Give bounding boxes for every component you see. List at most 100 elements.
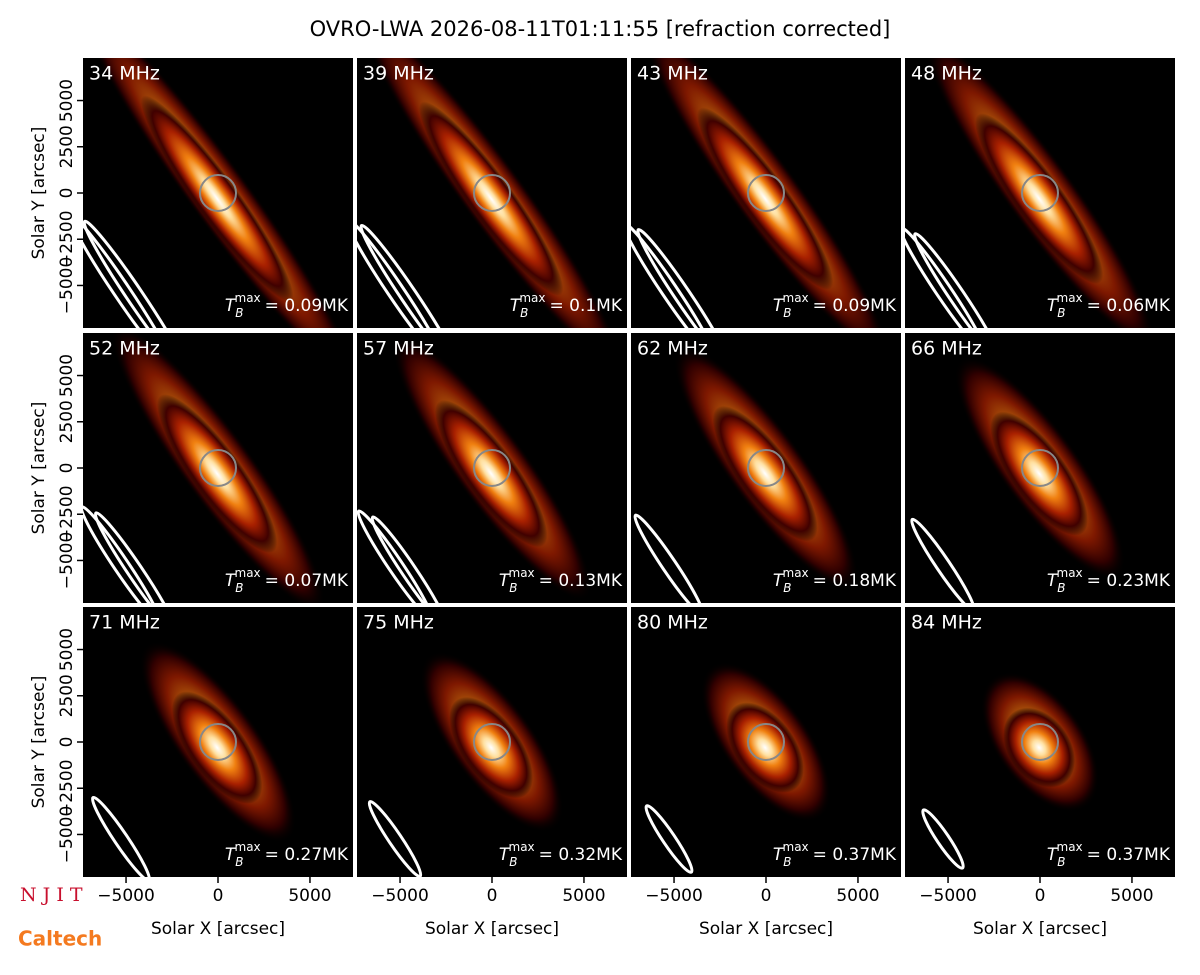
tb-value: = 0.13MK [539, 571, 623, 591]
y-tick-label: 0 [57, 737, 77, 748]
tb-symbol: T [225, 296, 237, 316]
tb-max-annotation: TBmax = 0.06MK [1047, 291, 1171, 320]
frequency-label: 57 MHz [363, 338, 434, 360]
panel-image [905, 58, 1155, 328]
x-axis-label: Solar X [arcsec] [699, 919, 833, 939]
tb-symbol: T [225, 845, 237, 865]
tb-value: = 0.32MK [539, 845, 623, 865]
tb-sup: max [509, 840, 535, 854]
tb-value: = 0.37MK [1087, 845, 1171, 865]
tb-max-annotation: TBmax = 0.13MK [499, 566, 623, 595]
tb-sup: max [783, 291, 809, 305]
emission-core [1003, 707, 1076, 788]
frequency-label: 43 MHz [637, 63, 708, 85]
tb-symbol: T [773, 296, 785, 316]
tb-value: = 0.1MK [550, 296, 623, 316]
x-tick-label: 0 [761, 886, 772, 906]
y-tick-label: 0 [57, 463, 77, 474]
y-tick-label: 5000 [57, 354, 77, 397]
x-tick-label: −5000 [97, 886, 155, 906]
solar-disk [199, 174, 237, 212]
tb-max-annotation: TBmax = 0.09MK [773, 291, 897, 320]
tb-symbol: T [1047, 296, 1059, 316]
beam [633, 513, 705, 603]
frequency-label: 84 MHz [911, 612, 982, 634]
tb-sub: B [1057, 855, 1065, 869]
y-tick-label: 5000 [57, 79, 77, 122]
solar-disk [199, 723, 237, 761]
tb-symbol: T [1047, 845, 1059, 865]
frequency-label: 71 MHz [89, 612, 160, 634]
tb-sub: B [1057, 306, 1065, 320]
panel-image [91, 641, 297, 877]
tb-sub: B [520, 306, 528, 320]
emission-core [449, 696, 533, 799]
solar-disk [1021, 449, 1059, 487]
tb-sub: B [1057, 581, 1065, 595]
beam [83, 505, 163, 603]
x-axis-label: Solar X [arcsec] [425, 919, 559, 939]
tb-value: = 0.07MK [265, 571, 349, 591]
emission-core [697, 107, 834, 290]
panel-image [357, 335, 592, 603]
frequency-label: 62 MHz [637, 338, 708, 360]
x-tick-label: −5000 [919, 886, 977, 906]
tb-sup: max [783, 566, 809, 580]
y-tick-label: −5000 [57, 257, 77, 315]
tb-sup: max [235, 840, 261, 854]
tb-sup: max [519, 291, 545, 305]
beam [913, 232, 1001, 328]
tb-sub: B [509, 855, 517, 869]
logo-caltech: Caltech [18, 927, 102, 951]
tb-max-annotation: TBmax = 0.37MK [773, 840, 897, 869]
frequency-label: 66 MHz [911, 338, 982, 360]
tb-max-annotation: TBmax = 0.32MK [499, 840, 623, 869]
emission-core [157, 394, 278, 553]
frequency-label: 52 MHz [89, 338, 160, 360]
x-axis-label: Solar X [arcsec] [151, 919, 285, 939]
y-axis-label: Solar Y [arcsec] [29, 127, 49, 260]
y-tick-label: 2500 [57, 125, 77, 168]
beam [93, 511, 177, 603]
beam [370, 515, 448, 603]
x-tick-label: 0 [487, 886, 498, 906]
panel-image [83, 333, 325, 603]
y-tick-label: 0 [57, 188, 77, 199]
tb-sub: B [783, 306, 791, 320]
solar-disk [1021, 723, 1059, 761]
figure-title: OVRO-LWA 2026-08-11T01:11:55 [refraction… [310, 17, 891, 41]
solar-disk [1021, 174, 1059, 212]
tb-sub: B [509, 581, 517, 595]
y-tick-label: 5000 [57, 628, 77, 671]
beam [636, 228, 730, 328]
x-tick-label: 0 [213, 886, 224, 906]
tb-value: = 0.09MK [813, 296, 897, 316]
tb-symbol: T [499, 571, 511, 591]
emission-core [975, 113, 1104, 284]
frequency-label: 80 MHz [637, 612, 708, 634]
solar-disk [473, 723, 511, 761]
solar-disk [199, 449, 237, 487]
tb-value: = 0.23MK [1087, 571, 1171, 591]
tb-sup: max [1057, 840, 1083, 854]
solar-disk [747, 174, 785, 212]
x-tick-label: 0 [1035, 886, 1046, 906]
tb-symbol: T [499, 845, 511, 865]
tb-sub: B [235, 855, 243, 869]
x-tick-label: 5000 [562, 886, 605, 906]
beam [83, 213, 174, 328]
y-tick-label: −2500 [57, 759, 77, 817]
x-tick-label: 5000 [288, 886, 331, 906]
tb-sub: B [783, 855, 791, 869]
beam [357, 509, 434, 603]
beam [359, 223, 459, 328]
beam [83, 219, 188, 328]
logo-njit: N J I T [20, 884, 83, 906]
x-axis-label: Solar X [arcsec] [973, 919, 1107, 939]
y-tick-label: 2500 [57, 400, 77, 443]
beam [631, 222, 716, 328]
frequency-label: 48 MHz [911, 63, 982, 85]
tb-symbol: T [773, 845, 785, 865]
emission-core [434, 400, 548, 548]
solar-disk [747, 723, 785, 761]
